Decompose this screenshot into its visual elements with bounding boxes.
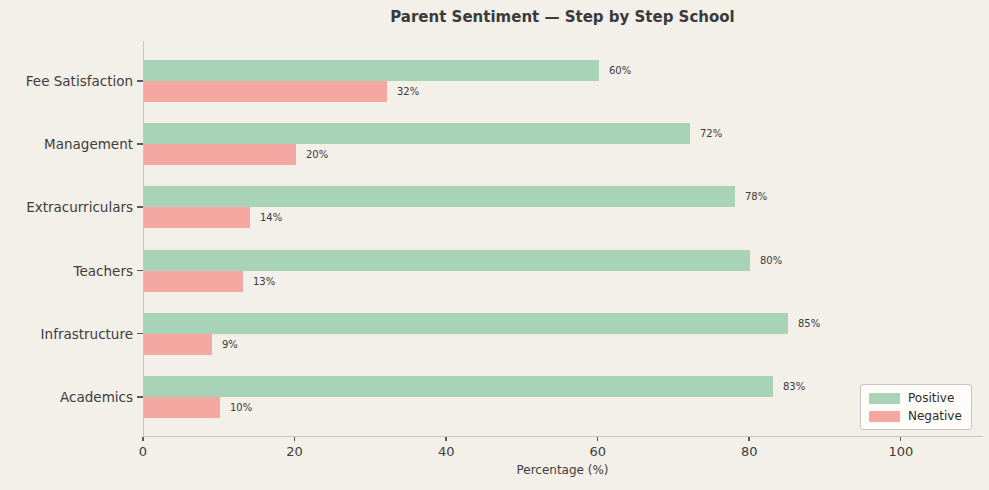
x-tick-label: 60: [568, 444, 628, 459]
y-axis-label: Extracurriculars: [0, 197, 133, 217]
positive-bar: [144, 376, 773, 397]
legend: Positive Negative: [860, 384, 972, 430]
bar-value-label: 14%: [260, 207, 282, 228]
y-tick-mark: [137, 396, 143, 398]
y-axis-label: Academics: [0, 387, 133, 407]
y-axis-label: Management: [0, 134, 133, 154]
y-axis-label: Infrastructure: [0, 324, 133, 344]
legend-label: Positive: [908, 391, 954, 405]
positive-bar: [144, 60, 599, 81]
x-tick-label: 20: [265, 444, 325, 459]
x-tick-label: 40: [416, 444, 476, 459]
negative-bar: [144, 334, 212, 355]
x-tick-mark: [445, 437, 447, 441]
negative-bar: [144, 271, 243, 292]
x-tick-label: 100: [871, 444, 931, 459]
bar-value-label: 72%: [700, 123, 722, 144]
negative-bar: [144, 397, 220, 418]
positive-bar: [144, 313, 788, 334]
positive-bar: [144, 123, 690, 144]
legend-swatch-positive: [869, 393, 900, 404]
legend-item-positive: Positive: [869, 391, 963, 405]
y-tick-mark: [137, 206, 143, 208]
legend-swatch-negative: [869, 411, 900, 422]
x-tick-label: 0: [113, 444, 173, 459]
x-tick-mark: [294, 437, 296, 441]
bar-value-label: 10%: [230, 397, 252, 418]
y-tick-mark: [137, 333, 143, 335]
chart-figure: Parent Sentiment — Step by Step School 6…: [0, 0, 989, 490]
positive-bar: [144, 250, 750, 271]
plot-area: 60% 32% 72% 20% 78% 14% 80% 13% 85% 9% 83% 10%: [143, 41, 983, 437]
bar-value-label: 13%: [253, 271, 275, 292]
x-axis-title: Percentage (%): [143, 463, 982, 477]
bar-value-label: 78%: [745, 186, 767, 207]
x-tick-mark: [597, 437, 599, 441]
x-tick-label: 80: [719, 444, 779, 459]
y-tick-mark: [137, 270, 143, 272]
legend-label: Negative: [908, 409, 962, 423]
y-tick-mark: [137, 143, 143, 145]
bar-value-label: 80%: [760, 250, 782, 271]
bar-value-label: 32%: [397, 81, 419, 102]
bar-value-label: 9%: [222, 334, 238, 355]
bar-value-label: 83%: [783, 376, 805, 397]
bar-value-label: 60%: [609, 60, 631, 81]
bar-value-label: 20%: [306, 144, 328, 165]
x-tick-mark: [900, 437, 902, 441]
chart-title: Parent Sentiment — Step by Step School: [143, 8, 982, 26]
y-axis-label: Fee Satisfaction: [0, 71, 133, 91]
legend-item-negative: Negative: [869, 409, 963, 423]
y-tick-mark: [137, 80, 143, 82]
bar-value-label: 85%: [798, 313, 820, 334]
negative-bar: [144, 207, 250, 228]
y-axis-label: Teachers: [0, 261, 133, 281]
x-tick-mark: [748, 437, 750, 441]
positive-bar: [144, 186, 735, 207]
negative-bar: [144, 144, 296, 165]
x-tick-mark: [142, 437, 144, 441]
negative-bar: [144, 81, 387, 102]
